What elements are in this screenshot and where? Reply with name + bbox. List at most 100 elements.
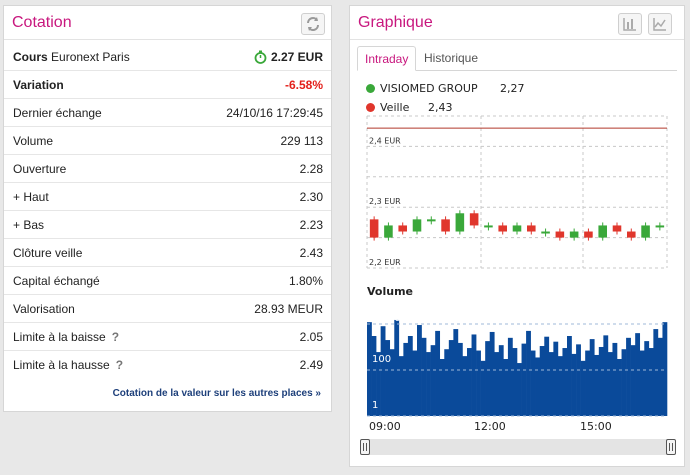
row-dernier-echange: Dernier échange 24/10/16 17:29:45: [4, 99, 331, 127]
cotation-rows: Cours Euronext Paris 2.27 EUR Variation …: [4, 43, 331, 379]
bas-value: 2.23: [299, 218, 323, 232]
market-label: Euronext Paris: [51, 50, 130, 64]
volume-bar: [648, 348, 654, 416]
price-value: 2.27 EUR: [270, 50, 323, 64]
candle: [641, 225, 650, 238]
variation-value: -6.58%: [284, 78, 323, 92]
bar-chart-button[interactable]: [618, 13, 642, 35]
volume-bar: [398, 356, 404, 416]
legend-veille: Veille 2,43: [366, 101, 453, 114]
legend-dot-red-icon: [366, 103, 375, 112]
volume-bar: [589, 339, 595, 416]
time-tick-1200: 12:00: [474, 420, 506, 433]
haut-label: + Haut: [13, 190, 49, 204]
row-limite-baisse: Limite à la baisse? 2.05: [4, 323, 331, 351]
volume-bar: [517, 363, 522, 416]
candle: [369, 219, 379, 238]
other-places-link[interactable]: Cotation de la valeur sur les autres pla…: [112, 388, 321, 399]
candle: [655, 225, 665, 228]
tab-historique[interactable]: Historique: [424, 51, 479, 65]
volume-bar: [462, 356, 468, 416]
volume-bar: [544, 336, 550, 416]
ouverture-label: Ouverture: [13, 162, 67, 176]
volume-grid: [367, 323, 667, 417]
cloture-veille-value: 2.43: [299, 246, 323, 260]
volume-bar: [376, 352, 381, 416]
volume-bar: [585, 350, 591, 416]
candle: [427, 219, 436, 222]
volume-bar: [435, 330, 441, 416]
stopwatch-icon: [254, 50, 267, 64]
line-chart-icon: [653, 18, 666, 31]
volume-bar: [653, 329, 659, 416]
candle: [455, 213, 465, 232]
range-start-handle[interactable]: [360, 439, 370, 455]
intraday-chart: 2,4 EUR 2,3 EUR 2,2 EUR 10 000 100 1 09:…: [366, 115, 668, 433]
volume-bar: [412, 350, 418, 416]
volume-bar: [448, 340, 454, 416]
volume-bar: [389, 349, 395, 416]
legend-value: 2,27: [500, 82, 525, 95]
volume-bar: [580, 360, 586, 416]
volume-bar: [444, 349, 450, 416]
candle: [441, 219, 450, 232]
help-icon[interactable]: ?: [115, 358, 124, 372]
bar-chart-icon: [623, 18, 636, 31]
graphique-title: Graphique: [358, 14, 433, 31]
row-valorisation: Valorisation 28.93 MEUR: [4, 295, 331, 323]
volume-bar: [394, 319, 400, 416]
volume-bar: [407, 336, 413, 416]
volume-bar: [598, 346, 604, 416]
limite-hausse-label: Limite à la hausse: [13, 358, 110, 372]
volume-bar: [639, 350, 645, 416]
volume-label: Volume: [13, 134, 54, 148]
limite-baisse-label: Limite à la baisse: [13, 330, 106, 344]
volume-bar: [521, 343, 527, 416]
volume-bar: [453, 329, 459, 416]
volume-bar: [485, 341, 491, 416]
volume-bar: [557, 356, 563, 416]
volume-bar: [371, 336, 377, 416]
price-tick-2-3: 2,3 EUR: [369, 197, 401, 206]
tab-intraday[interactable]: Intraday: [357, 46, 417, 71]
volume-title: Volume: [367, 285, 413, 298]
cotation-title: Cotation: [12, 14, 72, 31]
price-candles: [369, 210, 665, 241]
candle: [541, 231, 550, 234]
time-range-slider[interactable]: [360, 439, 676, 455]
row-ouverture: Ouverture 2.28: [4, 155, 331, 183]
volume-bar: [380, 326, 386, 416]
valorisation-value: 28.93 MEUR: [254, 302, 323, 316]
volume-bar: [507, 337, 513, 416]
volume-tick-1: 1: [372, 400, 378, 411]
cloture-veille-label: Clôture veille: [13, 246, 83, 260]
volume-bar: [498, 345, 504, 416]
help-icon[interactable]: ?: [111, 330, 120, 344]
valorisation-label: Valorisation: [13, 302, 75, 316]
line-chart-button[interactable]: [648, 13, 672, 35]
volume-bar: [662, 322, 668, 416]
row-haut: + Haut 2.30: [4, 183, 331, 211]
ouverture-value: 2.28: [299, 162, 323, 176]
volume-bar: [494, 352, 500, 416]
volume-bar: [476, 350, 481, 416]
volume-bar: [430, 345, 436, 416]
volume-value: 229 113: [280, 134, 324, 148]
refresh-icon: [307, 17, 319, 31]
volume-bar: [635, 333, 641, 416]
refresh-button[interactable]: [301, 13, 325, 35]
row-volume: Volume 229 113: [4, 127, 331, 155]
volume-tick-100: 100: [372, 354, 391, 365]
candle: [584, 231, 593, 238]
candle: [512, 225, 522, 232]
volume-bar: [417, 325, 422, 416]
row-cours: Cours Euronext Paris 2.27 EUR: [4, 43, 331, 71]
price-grid: [366, 115, 668, 269]
volume-bar: [426, 352, 431, 416]
time-tick-1500: 15:00: [580, 420, 612, 433]
capital-echange-label: Capital échangé: [13, 274, 100, 288]
range-end-handle[interactable]: [666, 439, 676, 455]
volume-tick-10000: 10 000: [372, 313, 407, 324]
volume-bar: [539, 346, 545, 416]
volume-bar: [603, 335, 609, 416]
